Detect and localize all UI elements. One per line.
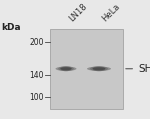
Ellipse shape	[60, 67, 72, 70]
Text: HeLa: HeLa	[100, 2, 122, 24]
Text: LN18: LN18	[68, 2, 89, 24]
Text: 140: 140	[29, 71, 44, 80]
Ellipse shape	[93, 66, 105, 71]
Ellipse shape	[58, 66, 74, 71]
Ellipse shape	[61, 66, 71, 71]
Text: SHIP2: SHIP2	[126, 64, 150, 74]
Text: kDa: kDa	[2, 23, 21, 32]
FancyBboxPatch shape	[50, 29, 123, 109]
Ellipse shape	[90, 66, 108, 71]
Ellipse shape	[87, 67, 111, 71]
Ellipse shape	[56, 67, 76, 71]
Ellipse shape	[92, 67, 106, 70]
Text: 100: 100	[29, 93, 44, 102]
Text: 200: 200	[29, 38, 44, 47]
